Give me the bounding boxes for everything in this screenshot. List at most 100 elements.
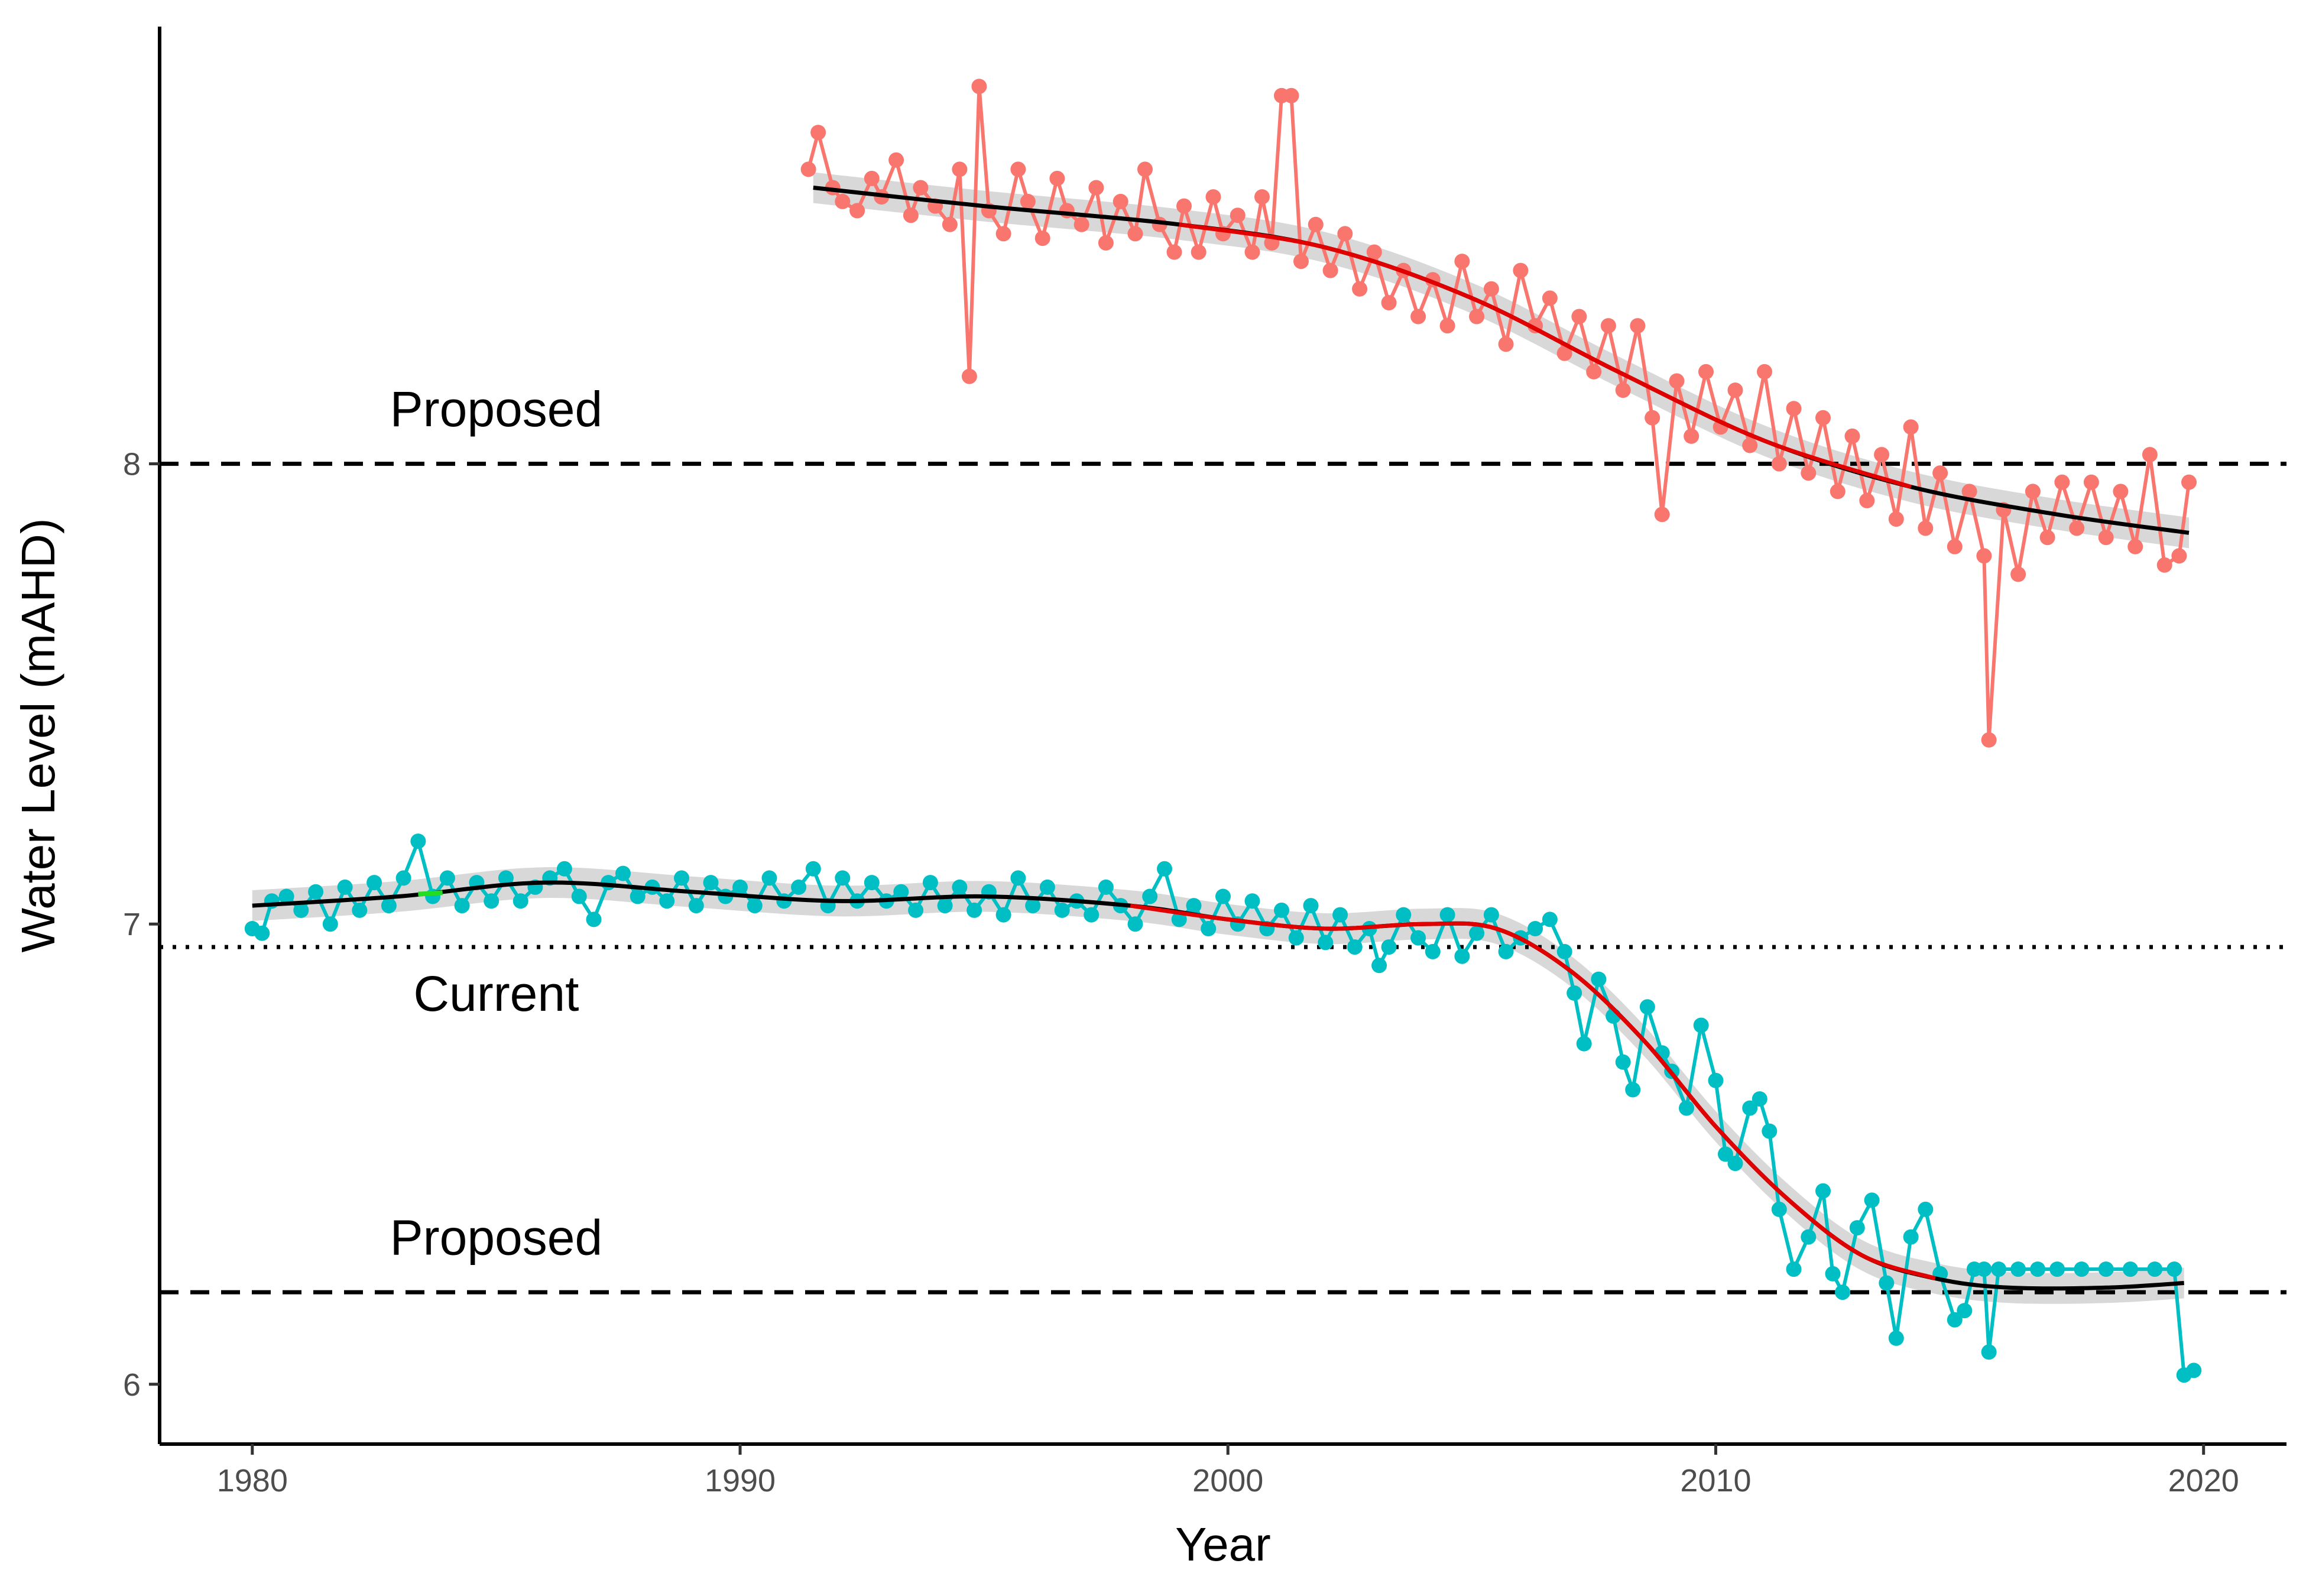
upper-series-point — [1137, 161, 1153, 177]
upper-series-point — [1669, 373, 1685, 389]
lower-series-point — [966, 902, 982, 918]
upper-series-point — [2142, 447, 2158, 463]
lower-series-point — [1991, 1261, 2007, 1277]
lower-series-point — [513, 893, 528, 909]
lower-series-point — [732, 879, 748, 895]
upper-series-point — [1293, 254, 1309, 270]
lower-series-point — [1879, 1275, 1895, 1291]
upper-series-point — [1684, 428, 1700, 444]
lower-series-point — [1332, 907, 1348, 923]
lower-series-point — [2147, 1261, 2163, 1277]
upper-series-point — [1830, 484, 1846, 499]
upper-series-point — [835, 193, 851, 209]
lower-series-point — [937, 898, 953, 914]
lower-series-point — [1903, 1229, 1919, 1245]
lower-series-point — [337, 879, 353, 895]
upper-series-point — [1654, 507, 1670, 523]
upper-series-point — [1308, 216, 1324, 232]
lower-series-point — [1215, 888, 1231, 904]
upper-series-point — [1630, 318, 1646, 334]
lower-series-point — [1864, 1192, 1880, 1208]
lower-series-point — [805, 861, 821, 877]
upper-series-point — [1176, 198, 1192, 214]
lower-series-point — [2166, 1261, 2182, 1277]
upper-series-point — [1166, 244, 1182, 260]
lower-series-point — [703, 875, 719, 891]
lower-series-point — [1727, 1156, 1743, 1172]
upper-series-point — [1586, 364, 1602, 379]
upper-series-point — [1244, 244, 1260, 260]
lower-series-point — [1025, 898, 1041, 914]
lower-series-point — [484, 893, 500, 909]
upper-series-point — [2127, 539, 2143, 554]
upper-series-point — [1556, 345, 1572, 361]
lower-series-point — [2186, 1363, 2202, 1378]
lower-series-point — [1396, 907, 1412, 923]
trend-lines — [252, 186, 2190, 1291]
lower-series-point — [1625, 1082, 1641, 1098]
upper-series-point — [1844, 428, 1860, 444]
lower-series-point — [1742, 1100, 1758, 1116]
lower-series-point — [1888, 1330, 1904, 1346]
y-axis-ticks: 6 7 8 — [123, 447, 160, 1403]
lower-series-point — [952, 879, 968, 895]
upper-series-point — [2069, 520, 2085, 536]
upper-series-point — [1322, 262, 1338, 278]
lower-series-point — [1786, 1261, 1802, 1277]
upper-series-point — [1454, 254, 1470, 270]
upper-series-point — [1600, 318, 1616, 334]
upper-series-point — [952, 161, 968, 177]
lower-series-point — [1425, 943, 1441, 959]
lower-series-point — [322, 916, 338, 932]
lower-series-point — [1771, 1201, 1787, 1217]
upper-series-point — [1088, 180, 1104, 196]
lower-series-point — [893, 884, 909, 900]
upper-series-point — [2025, 484, 2041, 499]
y-tick-label: 7 — [123, 907, 141, 942]
lower-series-point — [1679, 1100, 1694, 1116]
reference-label-2: Current — [413, 966, 579, 1021]
upper-series-point — [1981, 732, 1997, 748]
trend-ribbons — [252, 172, 2189, 1304]
lower-series-point — [1347, 939, 1363, 955]
lower-series-point — [922, 875, 938, 891]
upper-series-point — [2010, 566, 2026, 582]
lower-series-point — [1010, 870, 1026, 886]
lower-series-point — [439, 870, 455, 886]
lower-series-point — [254, 925, 270, 941]
lower-series-point — [659, 893, 675, 909]
upper-series-line — [806, 85, 2191, 742]
lower-series-point — [1576, 1036, 1592, 1052]
upper-series-point — [1859, 492, 1875, 508]
upper-series-point — [1034, 231, 1050, 246]
upper-series-point — [2054, 474, 2070, 490]
lower-series-point — [556, 861, 572, 877]
lower-series-point — [498, 870, 514, 886]
lower-series-point — [1752, 1091, 1767, 1107]
upper-series-point — [971, 79, 987, 95]
upper-series-point — [1727, 382, 1743, 398]
upper-series-point — [1903, 419, 1919, 435]
lower-series-point — [1825, 1266, 1841, 1282]
lower-series-point — [1186, 898, 1202, 914]
upper-series-point — [888, 152, 904, 168]
lower-series-point — [1947, 1312, 1963, 1328]
lower-series-point — [2049, 1261, 2065, 1277]
lower-series-point — [1849, 1220, 1865, 1236]
lower-trend-green-segment — [418, 890, 443, 897]
upper-series-point — [1483, 281, 1499, 297]
series-points — [244, 79, 2202, 1383]
lower-series-point — [1815, 1183, 1831, 1199]
upper-series-point — [1205, 189, 1221, 205]
lower-series-point — [293, 902, 309, 918]
upper-series-point — [1020, 193, 1036, 209]
reference-lines — [160, 462, 2286, 1295]
lower-series-point — [1303, 898, 1319, 914]
lower-series-point — [1693, 1017, 1709, 1033]
upper-series-point — [913, 180, 929, 196]
upper-series-point — [1615, 382, 1631, 398]
lower-series-point — [1542, 911, 1558, 927]
lower-series-point — [1127, 916, 1143, 932]
upper-series-point — [995, 226, 1011, 242]
